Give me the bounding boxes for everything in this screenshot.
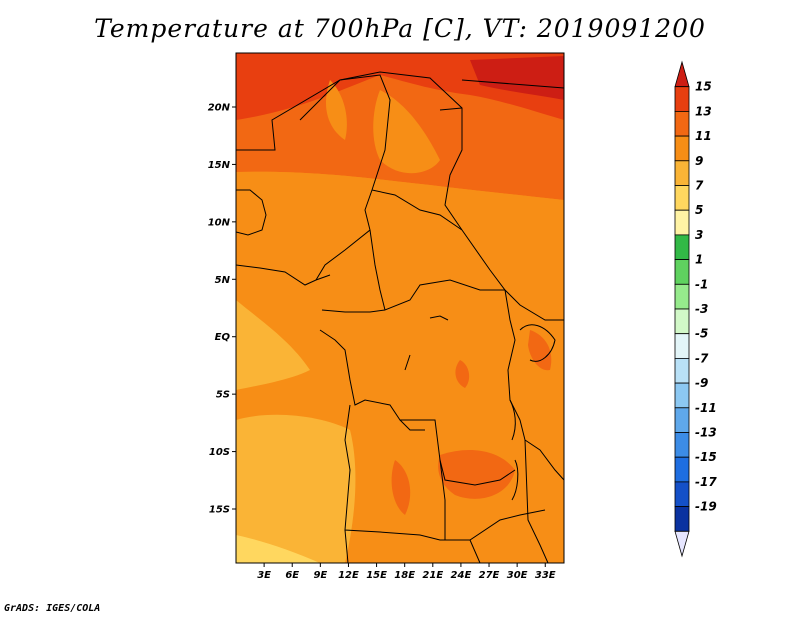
colorbar-box (674, 160, 690, 186)
lat-tick-label: 10S (209, 447, 230, 458)
colorbar-label: 3 (695, 228, 703, 242)
colorbar-box (674, 481, 690, 507)
lon-tick-label: 27E (479, 570, 500, 581)
colorbar-label: 5 (695, 203, 703, 217)
colorbar-box (674, 333, 690, 359)
lat-tick-label: 20N (208, 102, 231, 113)
colorbar-label: -5 (695, 327, 708, 341)
colorbar-box (674, 111, 690, 137)
colorbar-box (674, 283, 690, 310)
colorbar-label: 13 (695, 104, 712, 118)
colorbar-box (674, 135, 690, 162)
colorbar-label: 15 (695, 80, 712, 94)
latitude-axis: 20N 15N 10N 5N EQ 5S 10S 15S (208, 102, 236, 516)
colorbar-max-triangle (674, 60, 690, 88)
colorbar-label: -17 (695, 475, 717, 489)
border-line (236, 189, 267, 236)
field-patch-11-13-c (528, 330, 552, 371)
map-title: Temperature at 700hPa [C], VT: 201909120… (94, 14, 706, 43)
border-line (399, 419, 425, 431)
border-line (371, 189, 463, 231)
field-patch-11-13-a (438, 450, 515, 499)
colorbar-box (674, 506, 690, 532)
colorbar-label: 11 (695, 129, 712, 143)
border-line (469, 539, 481, 563)
border-line (504, 289, 564, 481)
colorbar-label: -15 (695, 450, 717, 464)
field-patch-9-11-a (373, 90, 440, 174)
lake-victoria (519, 324, 556, 362)
colorbar-box (674, 86, 690, 112)
colorbar-label: -9 (695, 376, 708, 390)
border-line (236, 264, 331, 286)
colorbar-box (674, 357, 690, 384)
field-band-7-9-sw (236, 414, 356, 563)
colorbar-box (674, 234, 690, 260)
border-line (369, 229, 505, 311)
lat-tick-label: 5S (216, 390, 230, 401)
lon-tick-label: 6E (285, 570, 299, 581)
field-band-15-north (470, 56, 564, 100)
border-line (439, 459, 446, 540)
colorbar-label: -19 (695, 500, 717, 514)
border-line (439, 107, 463, 111)
field-band-7-9-w (236, 300, 310, 390)
lon-tick-label: 24E (451, 570, 472, 581)
colorbar-box (674, 259, 690, 285)
lon-tick-label: 12E (338, 570, 359, 581)
colorbar-label: -11 (695, 401, 717, 415)
colorbar-label: 1 (695, 253, 703, 267)
lon-tick-label: 33E (535, 570, 556, 581)
colorbar-label: -3 (695, 302, 708, 316)
colorbar-box (674, 432, 690, 458)
temperature-field (236, 53, 564, 563)
colorbar-label: -7 (695, 351, 709, 365)
colorbar-label: 7 (695, 179, 704, 193)
border-line (524, 439, 549, 563)
lat-tick-label: 5N (215, 275, 231, 286)
colorbar-box (674, 185, 690, 211)
field-patch-11-13-d (391, 460, 411, 515)
colorbar-box (674, 382, 690, 409)
border-line (321, 309, 386, 313)
border-line (461, 79, 564, 89)
lon-tick-label: 9E (313, 570, 327, 581)
colorbar-box (674, 456, 690, 483)
field-patch-11-13-b (455, 360, 470, 388)
lon-tick-label: 15E (366, 570, 387, 581)
border-line (344, 404, 546, 541)
colorbar-label: 9 (695, 154, 703, 168)
plot-frame (235, 52, 565, 564)
lake-tanganyika (509, 399, 516, 441)
lat-tick-label: EQ (215, 332, 231, 343)
field-patch-9-11-b (325, 80, 347, 140)
lon-tick-label: 3E (257, 570, 271, 581)
colorbar-label: -13 (695, 426, 717, 440)
lon-tick-label: 21E (422, 570, 443, 581)
border-line (236, 71, 564, 321)
lat-tick-label: 15S (209, 505, 230, 516)
colorbar-label: -1 (695, 277, 708, 291)
field-band-5-7-sw (236, 535, 320, 563)
border-line (319, 329, 516, 486)
longitude-axis: 3E 6E 9E 12E 15E 18E 21E 24E 27E 30E 33E (257, 563, 556, 581)
grads-credit: GrADS: IGES/COLA (4, 603, 101, 614)
colorbar-box (674, 308, 690, 335)
lat-tick-label: 10N (208, 217, 231, 228)
colorbar-min-triangle (674, 530, 690, 558)
river-congo (429, 315, 449, 321)
lon-tick-label: 18E (394, 570, 415, 581)
border-line (344, 529, 349, 563)
country-borders (236, 71, 564, 563)
lon-tick-label: 30E (507, 570, 528, 581)
lat-tick-label: 15N (208, 160, 231, 171)
lake-malawi (511, 459, 519, 501)
colorbar-legend: 15 13 11 9 7 5 3 1 -1 -3 -5 -7 -9 -11 -13 -15 -17 -19 (674, 60, 717, 558)
river-segment (404, 354, 411, 371)
colorbar-box (674, 407, 690, 433)
colorbar-box (674, 209, 690, 236)
